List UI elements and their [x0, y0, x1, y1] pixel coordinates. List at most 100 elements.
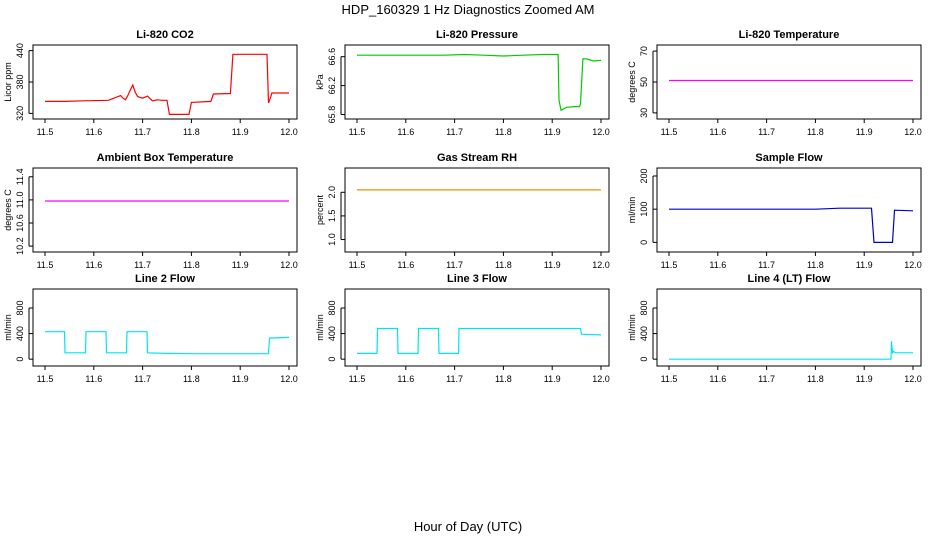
- x-tick-label: 11.8: [807, 260, 824, 270]
- panel-title: Li-820 Pressure: [436, 29, 518, 41]
- x-tick-label: 11.6: [85, 374, 102, 384]
- x-tick-label: 11.5: [661, 127, 678, 137]
- panel-title: Line 2 Flow: [135, 273, 195, 285]
- x-tick-label: 11.9: [856, 127, 873, 137]
- panel-title: Sample Flow: [755, 152, 823, 164]
- x-tick-label: 11.6: [397, 260, 414, 270]
- plot-frame: [344, 288, 610, 367]
- x-tick-label: 11.7: [134, 260, 151, 270]
- y-axis-label: ml/min: [627, 314, 637, 341]
- panel-9: Line 4 (LT) Flow 11.5 11.6 11.7 11.8 11.9 12.0…: [627, 273, 922, 384]
- x-tick-label: 11.5: [349, 374, 366, 384]
- x-tick-label: 11.6: [397, 127, 414, 137]
- panel-8: Line 3 Flow 11.5 11.6 11.7 11.8 11.9 12.0 0 400 8…: [315, 273, 610, 384]
- x-tick-label: 11.5: [661, 260, 678, 270]
- plot-frame: [656, 288, 922, 367]
- x-tick-label: 11.9: [232, 127, 249, 137]
- figure-title: HDP_160329 1 Hz Diagnostics Zoomed AM: [342, 2, 595, 17]
- y-tick-label: 200: [639, 168, 649, 183]
- panel-title: Li-820 Temperature: [739, 29, 840, 41]
- series-line: [45, 53, 289, 116]
- plot-frame: [344, 44, 610, 120]
- x-tick-label: 11.6: [709, 374, 726, 384]
- x-tick-label: 11.7: [446, 374, 463, 384]
- x-tick-label: 11.8: [495, 260, 512, 270]
- plot-frame: [656, 167, 922, 253]
- x-tick-label: 12.0: [592, 127, 610, 137]
- y-tick-label: 380: [15, 74, 25, 89]
- x-tick-label: 11.8: [183, 127, 200, 137]
- x-tick-label: 11.9: [232, 374, 249, 384]
- y-axis-label: ml/min: [627, 197, 637, 224]
- y-tick-label: 70: [639, 46, 649, 56]
- x-tick-label: 12.0: [592, 260, 610, 270]
- x-tick-label: 11.7: [758, 260, 775, 270]
- x-tick-label: 11.7: [758, 127, 775, 137]
- series-line: [669, 341, 913, 360]
- x-tick-label: 11.7: [446, 260, 463, 270]
- panel-5: Gas Stream RH 11.5 11.6 11.7 11.8 11.9 12.0 1.0…: [315, 152, 610, 270]
- y-tick-label: 1.0: [327, 233, 337, 246]
- y-axis-label: percent: [315, 194, 325, 225]
- y-tick-label: 400: [327, 326, 337, 341]
- series-line: [669, 207, 914, 243]
- y-tick-label: 400: [15, 326, 25, 341]
- y-axis-label: ml/min: [315, 314, 325, 341]
- y-tick-label: 10.6: [15, 214, 25, 232]
- series-line: [357, 327, 602, 354]
- y-tick-label: 0: [639, 357, 649, 362]
- x-tick-label: 11.6: [709, 127, 726, 137]
- panel-1: Li-820 CO2 11.5 11.6 11.7 11.8 11.9 12.0 320 380…: [3, 29, 298, 137]
- plot-frame: [344, 167, 610, 253]
- y-tick-label: 0: [327, 357, 337, 362]
- y-tick-label: 0: [639, 240, 649, 245]
- y-tick-label: 400: [639, 326, 649, 341]
- x-tick-label: 11.9: [544, 260, 561, 270]
- x-tick-label: 11.9: [544, 127, 561, 137]
- plot-frame: [32, 288, 298, 367]
- x-tick-label: 11.6: [85, 127, 102, 137]
- y-tick-label: 100: [639, 202, 649, 217]
- y-axis-label: degrees C: [627, 61, 637, 103]
- x-tick-label: 12.0: [592, 374, 610, 384]
- panel-title: Ambient Box Temperature: [97, 152, 234, 164]
- y-tick-label: 50: [639, 77, 649, 87]
- panel-3: Li-820 Temperature 11.5 11.6 11.7 11.8 11.9 12…: [627, 29, 922, 137]
- x-tick-label: 11.5: [349, 260, 366, 270]
- y-axis-label: Licor ppm: [3, 62, 13, 102]
- panels: Li-820 CO2 11.5 11.6 11.7 11.8 11.9 12.0 320 380…: [3, 29, 922, 384]
- x-tick-label: 11.7: [134, 374, 151, 384]
- panel-title: Li-820 CO2: [136, 29, 193, 41]
- x-tick-label: 11.6: [85, 260, 102, 270]
- series-line: [45, 331, 290, 355]
- y-tick-label: 66.2: [327, 77, 337, 95]
- panel-6: Sample Flow 11.5 11.6 11.7 11.8 11.9 12.0 0 100 2…: [627, 152, 922, 270]
- x-tick-label: 11.8: [495, 374, 512, 384]
- y-tick-label: 10.2: [15, 237, 25, 255]
- x-tick-label: 11.6: [709, 260, 726, 270]
- y-tick-label: 66.6: [327, 48, 337, 66]
- x-tick-label: 11.5: [661, 374, 678, 384]
- x-tick-label: 11.7: [134, 127, 151, 137]
- x-tick-label: 11.8: [183, 260, 200, 270]
- x-tick-label: 11.6: [397, 374, 414, 384]
- x-tick-label: 12.0: [904, 127, 922, 137]
- x-tick-label: 11.5: [37, 374, 54, 384]
- x-tick-label: 11.9: [544, 374, 561, 384]
- x-tick-label: 11.8: [183, 374, 200, 384]
- x-tick-label: 11.7: [446, 127, 463, 137]
- y-axis-label: ml/min: [3, 314, 13, 341]
- y-axis-label: kPa: [315, 74, 325, 90]
- y-tick-label: 320: [15, 106, 25, 121]
- x-tick-label: 11.7: [758, 374, 775, 384]
- x-tick-label: 11.8: [495, 127, 512, 137]
- panel-title: Gas Stream RH: [437, 152, 517, 164]
- y-tick-label: 800: [15, 300, 25, 315]
- x-tick-label: 11.5: [37, 127, 54, 137]
- y-tick-label: 800: [639, 300, 649, 315]
- panel-2: Li-820 Pressure 11.5 11.6 11.7 11.8 11.9 12.0 6…: [315, 29, 610, 137]
- panel-7: Line 2 Flow 11.5 11.6 11.7 11.8 11.9 12.0 0 400 8…: [3, 273, 298, 384]
- plot-frame: [32, 167, 298, 253]
- series-line: [357, 53, 602, 112]
